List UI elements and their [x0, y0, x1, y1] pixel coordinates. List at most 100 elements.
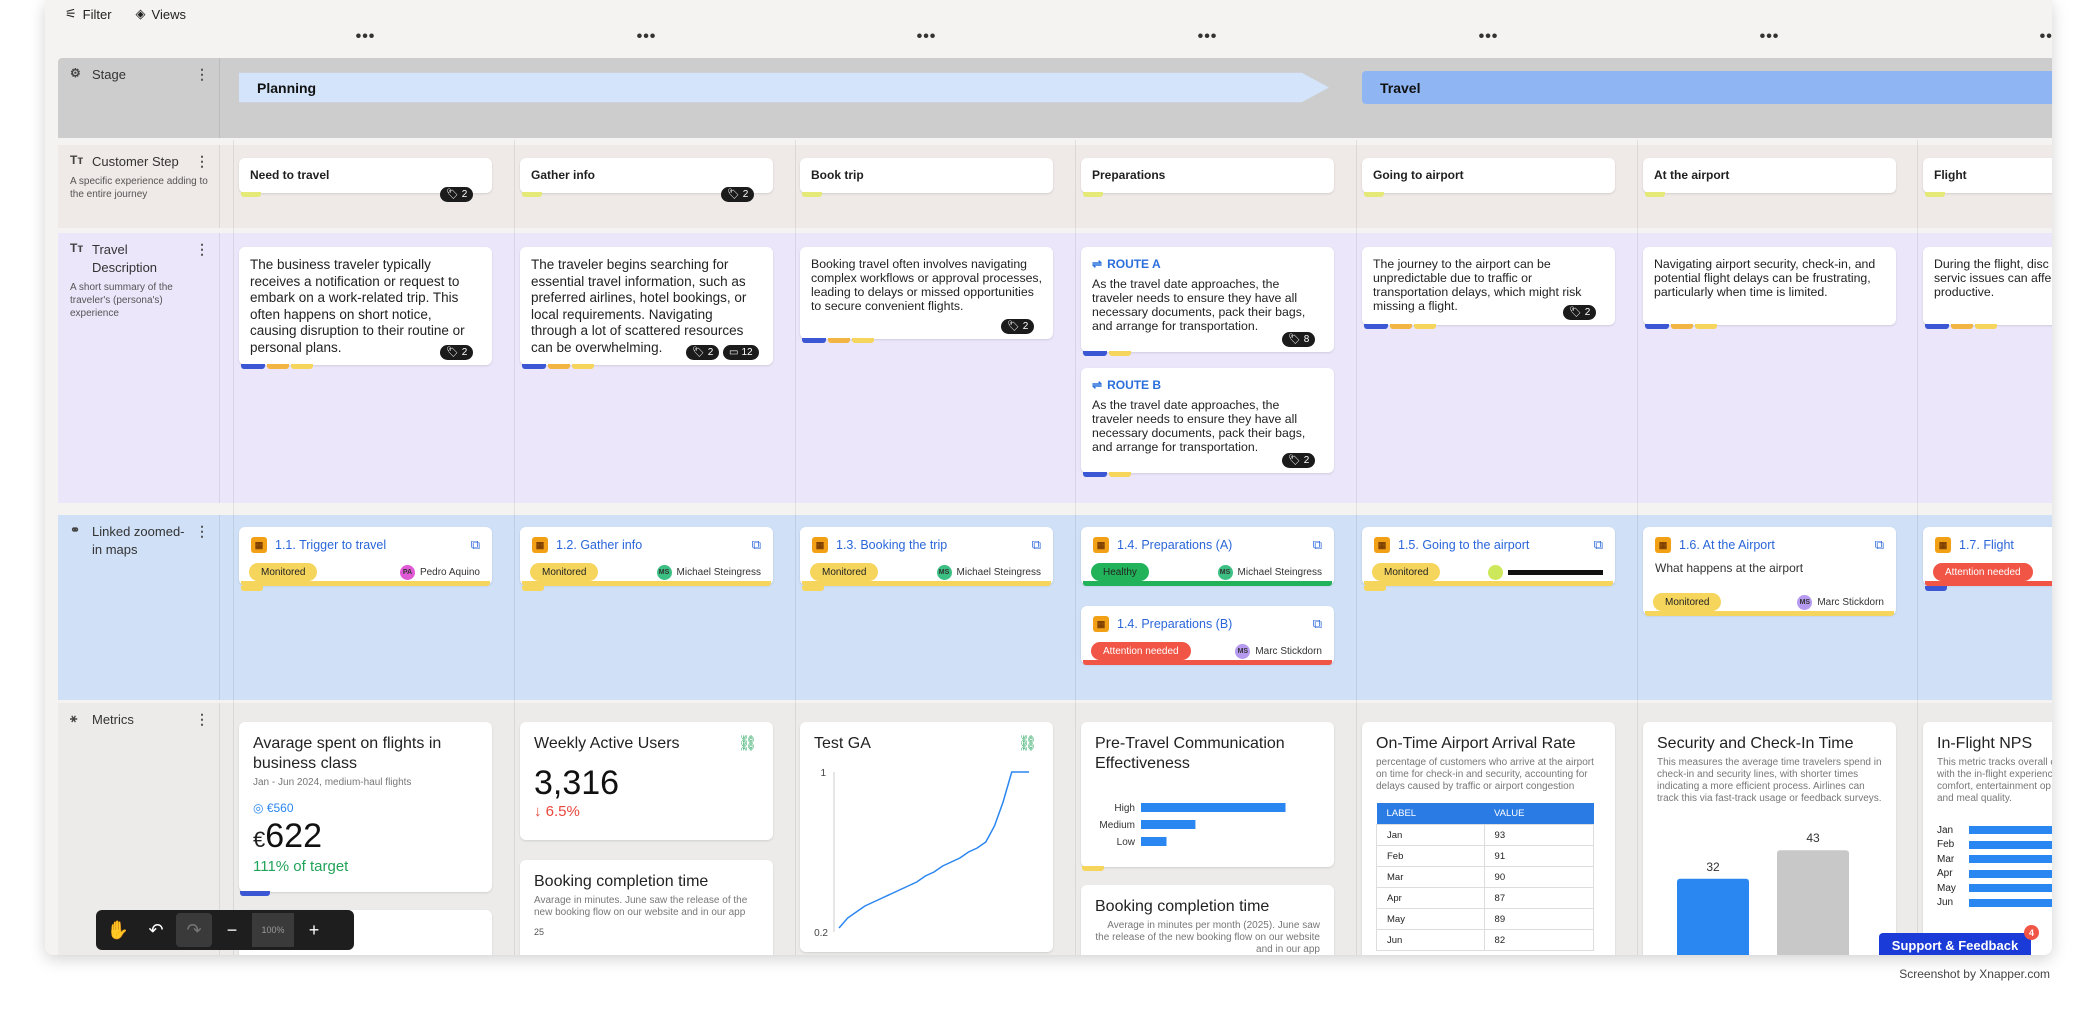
map-title[interactable]: 1.4. Preparations (B) — [1117, 617, 1233, 631]
route-icon: ⇌ — [1092, 378, 1103, 392]
more-icon[interactable]: ⋮ — [195, 241, 209, 257]
support-feedback-button[interactable]: Support & Feedback 4 — [1879, 925, 2039, 955]
comment-badge[interactable]: 🏷 2 — [1282, 453, 1316, 468]
open-external-icon[interactable]: ⧉ — [1874, 537, 1884, 552]
open-external-icon[interactable]: ⧉ — [470, 537, 480, 552]
avatar: MS — [1797, 595, 1813, 610]
card-strip — [548, 364, 570, 369]
card-strip — [852, 338, 874, 343]
card-strip — [1951, 324, 1973, 329]
link-icon[interactable]: ⛓ — [1017, 735, 1037, 752]
linked-map-card[interactable]: ▦ 1.5. Going to the airport ⧉ Monitored — [1362, 527, 1615, 585]
card-strip — [802, 338, 826, 343]
more-icon[interactable]: ⋮ — [195, 153, 209, 169]
card-strip — [1925, 581, 2052, 586]
column-more-icon[interactable]: ••• — [916, 28, 937, 45]
metric-pretravel[interactable]: Pre-Travel Communication Effectiveness H… — [1081, 722, 1334, 867]
metric-wau[interactable]: Weekly Active Users ⛓ 3,316 ↓ 6.5% — [520, 722, 773, 840]
column-more-icon[interactable]: ••• — [1478, 28, 1499, 45]
security-bar-chart: 32 43 — [1677, 831, 1849, 955]
metric-security[interactable]: Security and Check-In Time This measures… — [1643, 722, 1896, 955]
open-external-icon[interactable]: ⧉ — [751, 537, 761, 552]
zoom-in-icon[interactable]: + — [308, 919, 320, 940]
customer-step-card[interactable]: Going to airport — [1362, 158, 1615, 193]
more-icon[interactable]: ⋮ — [195, 523, 209, 539]
stage-planning[interactable]: Planning — [239, 72, 1329, 103]
metric-test-ga[interactable]: Test GA ⛓ 1 0.2 — [800, 722, 1053, 952]
zoom-out-icon[interactable]: − — [226, 919, 238, 940]
map-title[interactable]: 1.5. Going to the airport — [1398, 538, 1530, 552]
metric-booking-time-2[interactable]: Booking completion time Average in minut… — [1081, 885, 1334, 955]
open-external-icon[interactable]: ⧉ — [1593, 537, 1603, 552]
bar — [1677, 878, 1749, 955]
map-title[interactable]: 1.7. Flight — [1959, 538, 2014, 552]
nps-row: Feb — [1937, 838, 2052, 853]
filter-button[interactable]: ⚟ Filter — [65, 6, 112, 22]
card-strip — [291, 364, 313, 369]
undo-icon[interactable]: ↶ — [148, 919, 164, 940]
travel-description-card[interactable]: During the flight, disc limited in-fligh… — [1923, 247, 2052, 325]
map-title[interactable]: 1.6. At the Airport — [1679, 538, 1775, 552]
hand-tool-icon[interactable]: ✋ — [106, 919, 130, 940]
column-more-icon[interactable]: ••• — [636, 28, 657, 45]
open-external-icon[interactable]: ⧉ — [1312, 537, 1322, 552]
more-icon[interactable]: ⋮ — [195, 66, 209, 82]
status-badge: Monitored — [1653, 593, 1722, 611]
comment-badge[interactable]: 🏷 8 — [1282, 332, 1316, 347]
linked-map-card[interactable]: ▦ 1.4. Preparations (B) ⧉ Attention needed M… — [1081, 606, 1334, 664]
metric-avg-spent[interactable]: Avarage spent on flights in business cla… — [239, 722, 492, 892]
linked-map-card[interactable]: ▦ 1.1. Trigger to travel ⧉ Monitored PA Pedro… — [239, 527, 492, 585]
lane-title: Travel Description — [92, 242, 158, 275]
column-more-icon[interactable]: ••• — [1197, 28, 1218, 45]
bar-label: High — [1114, 803, 1135, 814]
metric-inflight-nps[interactable]: In-Flight NPS This metric tracks overall… — [1923, 722, 2052, 955]
status-badge: Monitored — [1372, 563, 1441, 581]
map-title[interactable]: 1.4. Preparations (A) — [1117, 538, 1233, 552]
views-button[interactable]: ◈ Views — [135, 6, 186, 22]
reply-badge[interactable]: ▭ 12 — [723, 345, 759, 360]
more-icon[interactable]: ⋮ — [195, 711, 209, 727]
map-title[interactable]: 1.2. Gather info — [556, 538, 643, 552]
card-strip — [1364, 324, 1388, 329]
layers-icon: ◈ — [135, 6, 146, 21]
canvas-toolbar: ✋ ↶ ↷ − 100% + — [96, 910, 354, 950]
metric-booking-time[interactable]: Booking completion time Avarage in minut… — [520, 860, 773, 955]
zoom-level[interactable]: 100% — [252, 913, 294, 947]
redo-icon[interactable]: ↷ — [176, 913, 212, 947]
comment-badge[interactable]: 🏷 2 — [686, 345, 720, 360]
travel-description-card[interactable]: Navigating airport security, check-in, a… — [1643, 247, 1896, 325]
customer-step-card[interactable]: At the airport — [1643, 158, 1896, 193]
comment-badge[interactable]: 🏷 2 — [1563, 305, 1597, 320]
linked-map-card[interactable]: ▦1.7. Flight⧉Attention needed — [1923, 527, 2052, 585]
column-more-icon[interactable]: ••• — [355, 28, 376, 45]
comment-badge[interactable]: 🏷 2 — [440, 187, 474, 202]
comment-icon: 🏷 — [446, 189, 459, 200]
travel-description-card[interactable]: The traveler begins searching for essent… — [520, 247, 773, 365]
linked-map-card[interactable]: ▦ 1.4. Preparations (A) ⧉ Healthy MS Michael … — [1081, 527, 1334, 585]
linked-map-card[interactable]: ▦ 1.2. Gather info ⧉ Monitored MS Michael Ste… — [520, 527, 773, 585]
link-icon[interactable]: ⛓ — [737, 735, 757, 752]
lane-title: Metrics — [92, 712, 134, 727]
customer-step-card[interactable]: Preparations — [1081, 158, 1334, 193]
column-more-icon[interactable]: ••• — [2039, 28, 2052, 45]
metric-ontime[interactable]: On-Time Airport Arrival Rate percentage … — [1362, 722, 1615, 955]
linked-map-card[interactable]: ▦ 1.3. Booking the trip ⧉ Monitored MS Michae… — [800, 527, 1053, 585]
card-strip — [1925, 586, 1947, 591]
nps-row: Jan — [1937, 823, 2052, 838]
customer-step-card[interactable]: Book trip — [800, 158, 1053, 193]
comment-badge[interactable]: 🏷 2 — [1001, 319, 1035, 334]
card-strip — [1671, 324, 1693, 329]
comment-badge[interactable]: 🏷 2 — [440, 345, 474, 360]
customer-step-card[interactable]: Flight — [1923, 158, 2052, 193]
open-external-icon[interactable]: ⧉ — [1031, 537, 1041, 552]
comment-badge[interactable]: 🏷 2 — [721, 187, 755, 202]
nps-row: Mar — [1937, 852, 2052, 867]
map-title[interactable]: 1.3. Booking the trip — [836, 538, 948, 552]
comment-icon: 🏷 — [446, 347, 459, 358]
linked-map-card[interactable]: ▦ 1.6. At the Airport ⧉ What happens at the… — [1643, 527, 1896, 615]
open-external-icon[interactable]: ⧉ — [1312, 616, 1322, 631]
column-more-icon[interactable]: ••• — [1759, 28, 1780, 45]
map-icon: ▦ — [1935, 537, 1951, 553]
map-title[interactable]: 1.1. Trigger to travel — [275, 538, 387, 552]
stage-travel[interactable]: Travel — [1362, 71, 2052, 104]
